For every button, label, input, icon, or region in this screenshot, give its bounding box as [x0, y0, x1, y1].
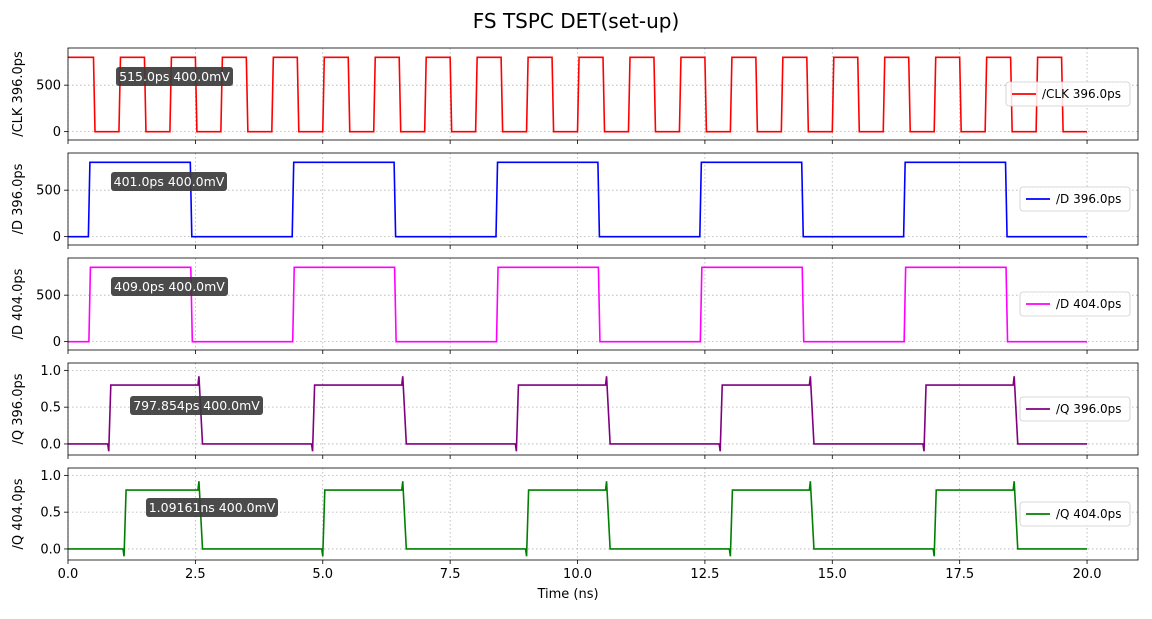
annotation-text: 515.0ps 400.0mV — [119, 69, 230, 84]
chart-title: FS TSPC DET(set-up) — [473, 9, 680, 33]
y-axis-label: /Q 404.0ps — [11, 478, 26, 549]
x-tick-label: 0.0 — [58, 567, 79, 582]
legend-label: /Q 396.0ps — [1056, 402, 1122, 416]
panel-4: 0.0 0.5 1.0/Q 396.0ps 797.854ps 400.0mV/Q 3… — [11, 363, 1138, 459]
x-tick-label: 2.5 — [185, 567, 206, 582]
x-tick-label: 17.5 — [945, 567, 974, 582]
y-tick-label: 1.0 — [40, 364, 61, 379]
y-tick-label: 500 — [36, 289, 61, 304]
axes-frame — [68, 258, 1138, 350]
x-tick-label: 12.5 — [690, 567, 719, 582]
legend-label: /D 404.0ps — [1056, 297, 1121, 311]
legend-label: /Q 404.0ps — [1056, 507, 1122, 521]
y-tick-label: 0.0 — [40, 542, 61, 557]
annotation-text: 409.0ps 400.0mV — [114, 279, 225, 294]
y-tick-label: 0 — [53, 335, 61, 350]
annotation-text: 1.09161ns 400.0mV — [149, 500, 276, 515]
y-axis-label: /Q 396.0ps — [11, 373, 26, 444]
x-tick-label: 10.0 — [563, 567, 592, 582]
x-tick-label: 15.0 — [818, 567, 847, 582]
panel-1: 0 500/CLK 396.0ps 515.0ps 400.0mV/CLK 396.… — [11, 48, 1138, 144]
panel-3: 0 500/D 404.0ps 409.0ps 400.0mV/D 404.0ps — [11, 258, 1138, 354]
y-axis-label: /CLK 396.0ps — [11, 51, 26, 137]
axes-frame — [68, 153, 1138, 245]
y-tick-label: 0 — [53, 230, 61, 245]
annotation-text: 401.0ps 400.0mV — [114, 174, 225, 189]
legend-label: /D 396.0ps — [1056, 192, 1121, 206]
x-tick-label: 7.5 — [440, 567, 461, 582]
x-tick-label: 20.0 — [1073, 567, 1102, 582]
y-tick-label: 500 — [36, 79, 61, 94]
y-tick-label: 0 — [53, 125, 61, 140]
y-tick-label: 0.5 — [40, 506, 61, 521]
y-axis-label: /D 404.0ps — [11, 268, 26, 339]
y-tick-label: 0.5 — [40, 401, 61, 416]
y-axis-label: /D 396.0ps — [11, 163, 26, 234]
y-tick-label: 0.0 — [40, 437, 61, 452]
y-tick-label: 1.0 — [40, 469, 61, 484]
x-axis-label: Time (ns) — [536, 587, 598, 602]
annotation-text: 797.854ps 400.0mV — [133, 398, 260, 413]
panel-2: 0 500/D 396.0ps 401.0ps 400.0mV/D 396.0ps — [11, 153, 1138, 249]
panel-5: 0.0 0.5 1.0 0.0 2.5 5.0 7.5 10.0 12.5 15.0 17.5 20.… — [11, 468, 1138, 602]
x-tick-label: 5.0 — [312, 567, 333, 582]
y-tick-label: 500 — [36, 184, 61, 199]
legend-label: /CLK 396.0ps — [1042, 87, 1121, 101]
